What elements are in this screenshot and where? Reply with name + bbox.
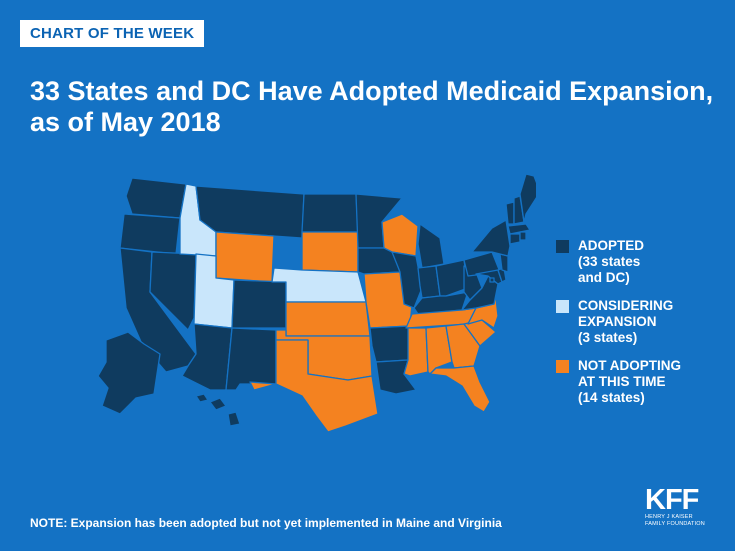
legend-not-adopting-line-1: NOT ADOPTING	[578, 358, 681, 373]
state-FL	[429, 365, 491, 413]
state-WA	[125, 177, 187, 219]
legend-item-adopted: ADOPTED (33 states and DC)	[556, 238, 726, 286]
legend-considering-line-2: EXPANSION	[578, 314, 657, 329]
state-KS	[285, 301, 371, 337]
state-CT	[509, 233, 521, 245]
legend-considering-line-3: (3 states)	[578, 330, 638, 345]
legend-item-considering: CONSIDERING EXPANSION (3 states)	[556, 298, 726, 346]
title-line-1: 33 States and DC Have Adopted Medicaid E…	[30, 76, 714, 106]
logo-mark: KFF	[645, 484, 699, 516]
legend-swatch-considering	[556, 300, 569, 313]
map-legend: ADOPTED (33 states and DC) CONSIDERING E…	[556, 238, 726, 418]
state-MA	[507, 223, 531, 235]
state-MI	[417, 223, 445, 269]
state-AR	[369, 325, 411, 363]
legend-label-adopted: ADOPTED (33 states and DC)	[578, 238, 644, 286]
state-NE	[271, 267, 367, 303]
state-HI-2	[209, 397, 227, 411]
page-title: 33 States and DC Have Adopted Medicaid E…	[30, 76, 720, 138]
logo-line-2: FAMILY FOUNDATION	[645, 520, 705, 527]
state-AK	[97, 331, 161, 415]
legend-swatch-not-adopting	[556, 360, 569, 373]
state-ME	[519, 173, 536, 223]
state-ND	[301, 193, 359, 233]
legend-adopted-line-3: and DC)	[578, 270, 630, 285]
chart-of-the-week-badge: CHART OF THE WEEK	[20, 20, 205, 47]
state-OR	[119, 213, 181, 255]
state-HI	[195, 393, 209, 403]
state-TX	[249, 339, 379, 432]
footnote: NOTE: Expansion has been adopted but not…	[30, 516, 502, 530]
legend-not-adopting-line-3: (14 states)	[578, 390, 645, 405]
state-NM	[225, 327, 277, 391]
legend-label-not-adopting: NOT ADOPTING AT THIS TIME (14 states)	[578, 358, 681, 406]
logo-subtitle: HENRY J KAISER FAMILY FOUNDATION	[645, 514, 715, 527]
logo-line-1: HENRY J KAISER	[645, 514, 693, 520]
state-NY	[471, 219, 511, 257]
state-HI-3	[227, 411, 241, 427]
legend-not-adopting-line-2: AT THIS TIME	[578, 374, 666, 389]
state-MS	[403, 327, 429, 377]
us-medicaid-map	[97, 173, 536, 432]
legend-swatch-adopted	[556, 240, 569, 253]
state-WY	[215, 231, 275, 283]
state-OH	[435, 259, 469, 297]
kff-logo: KFF HENRY J KAISER FAMILY FOUNDATION	[645, 486, 715, 527]
legend-adopted-line-2: (33 states	[578, 254, 641, 269]
legend-considering-line-1: CONSIDERING	[578, 298, 674, 313]
legend-adopted-line-1: ADOPTED	[578, 238, 645, 253]
state-CO	[231, 279, 287, 329]
state-VT	[505, 201, 515, 225]
legend-label-considering: CONSIDERING EXPANSION (3 states)	[578, 298, 673, 346]
title-line-2: as of May 2018	[30, 107, 221, 137]
state-WI	[381, 213, 419, 257]
legend-item-not-adopting: NOT ADOPTING AT THIS TIME (14 states)	[556, 358, 726, 406]
state-DC	[489, 277, 495, 283]
state-MD	[475, 269, 503, 285]
state-RI	[519, 231, 527, 241]
state-SD	[301, 231, 359, 273]
